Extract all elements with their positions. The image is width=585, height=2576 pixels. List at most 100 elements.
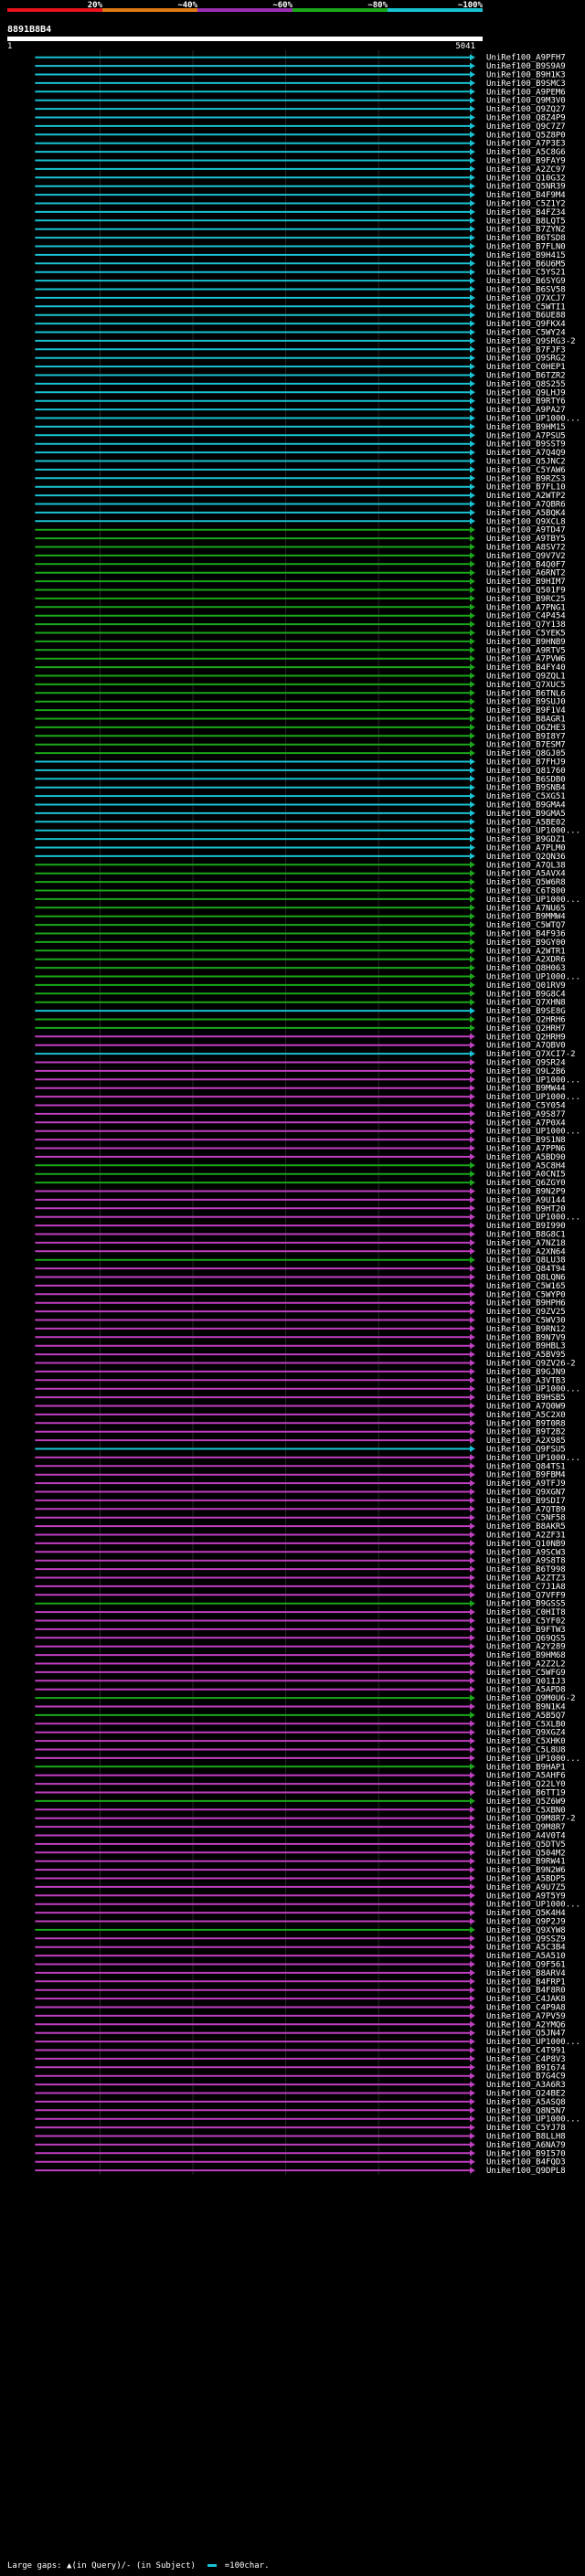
hit-label[interactable]: UniRef100_B7ZYN2 — [486, 226, 566, 235]
hit-label[interactable]: UniRef100_C5WV30 — [486, 1317, 566, 1326]
hit-label[interactable]: UniRef100_Q5Z8P0 — [486, 131, 566, 140]
hit-label[interactable]: UniRef100_A5BV95 — [486, 1351, 566, 1360]
hit-label[interactable]: UniRef100_B9GJN9 — [486, 1368, 566, 1377]
hit-label[interactable]: UniRef100_B9SE8G — [486, 1007, 566, 1016]
hit-label[interactable]: UniRef100_A5AVX4 — [486, 870, 566, 879]
hit-label[interactable]: UniRef100_Q9C7Z7 — [486, 122, 566, 132]
hit-label[interactable]: UniRef100_Q7XUC5 — [486, 681, 566, 690]
hit-label[interactable]: UniRef100_Q10NB9 — [486, 1540, 566, 1549]
hit-label[interactable]: UniRef100_A7QBR6 — [486, 501, 566, 510]
hit-label[interactable]: UniRef100_Q01RV9 — [486, 981, 566, 991]
hit-label[interactable]: UniRef100_A9TFJ9 — [486, 1479, 566, 1489]
hit-label[interactable]: UniRef100_B9SNB4 — [486, 784, 566, 793]
hit-label[interactable]: UniRef100_B9HT20 — [486, 1204, 566, 1214]
hit-label[interactable]: UniRef100_A6NA79 — [486, 2141, 566, 2150]
hit-label[interactable]: UniRef100_A9TD47 — [486, 526, 566, 535]
hit-label[interactable]: UniRef100_A7P3E3 — [486, 140, 566, 149]
hit-label[interactable]: UniRef100_A7PSU5 — [486, 431, 566, 440]
hit-label[interactable]: UniRef100_B6SYG9 — [486, 277, 566, 286]
hit-label[interactable]: UniRef100_Q9SSZ9 — [486, 1935, 566, 1944]
hit-label[interactable]: UniRef100_UP1000... — [486, 827, 580, 836]
hit-label[interactable]: UniRef100_A2WTP2 — [486, 492, 566, 501]
hit-label[interactable]: UniRef100_Q9M8R7 — [486, 1823, 566, 1832]
hit-label[interactable]: UniRef100_C4P9A8 — [486, 2004, 566, 2013]
hit-label[interactable]: UniRef100_Q01IJ3 — [486, 1677, 566, 1686]
hit-label[interactable]: UniRef100_UP1000... — [486, 1128, 580, 1137]
hit-label[interactable]: UniRef100_A7QL38 — [486, 861, 566, 870]
hit-label[interactable]: UniRef100_Q9V7V2 — [486, 552, 566, 561]
hit-label[interactable]: UniRef100_B4FZ34 — [486, 208, 566, 217]
hit-label[interactable]: UniRef100_B9I990 — [486, 1222, 566, 1231]
hit-label[interactable]: UniRef100_Q9SR24 — [486, 1059, 566, 1068]
hit-label[interactable]: UniRef100_C4T991 — [486, 2047, 566, 2056]
hit-label[interactable]: UniRef100_C5XLB0 — [486, 1720, 566, 1729]
hit-label[interactable]: UniRef100_A5BDP5 — [486, 1875, 566, 1884]
hit-label[interactable]: UniRef100_UP1000... — [486, 2038, 580, 2047]
hit-label[interactable]: UniRef100_B4F9M4 — [486, 191, 566, 200]
hit-label[interactable]: UniRef100_C5WTI1 — [486, 302, 566, 312]
hit-label[interactable]: UniRef100_B6SV58 — [486, 286, 566, 295]
hit-label[interactable]: UniRef100_A2XDR6 — [486, 956, 566, 965]
hit-label[interactable]: UniRef100_B6TNL6 — [486, 689, 566, 698]
hit-label[interactable]: UniRef100_B8LLH8 — [486, 2133, 566, 2142]
hit-label[interactable]: UniRef100_Q84TS1 — [486, 1462, 566, 1471]
hit-label[interactable]: UniRef100_B9GY00 — [486, 938, 566, 948]
hit-label[interactable]: UniRef100_C4P454 — [486, 612, 566, 621]
hit-label[interactable]: UniRef100_B4FQD3 — [486, 2158, 566, 2168]
hit-label[interactable]: UniRef100_B9FBM4 — [486, 1471, 566, 1480]
hit-label[interactable]: UniRef100_UP1000... — [486, 1214, 580, 1223]
hit-label[interactable]: UniRef100_B6TSD8 — [486, 234, 566, 243]
hit-label[interactable]: UniRef100_B9HNB9 — [486, 638, 566, 647]
hit-label[interactable]: UniRef100_A9S8T8 — [486, 1557, 566, 1566]
hit-label[interactable]: UniRef100_C5W165 — [486, 1282, 566, 1291]
hit-label[interactable]: UniRef100_Q9XYW8 — [486, 1926, 566, 1935]
hit-label[interactable]: UniRef100_A5BD90 — [486, 1153, 566, 1162]
hit-label[interactable]: UniRef100_A3VTB3 — [486, 1376, 566, 1385]
hit-label[interactable]: UniRef100_B9MW44 — [486, 1085, 566, 1094]
hit-label[interactable]: UniRef100_Q7XCI7-2 — [486, 1050, 576, 1059]
hit-label[interactable]: UniRef100_B9SST9 — [486, 440, 566, 450]
hit-label[interactable]: UniRef100_A9PEM6 — [486, 88, 566, 97]
hit-label[interactable]: UniRef100_A9TBY5 — [486, 535, 566, 544]
hit-label[interactable]: UniRef100_A7QBV0 — [486, 1042, 566, 1051]
hit-label[interactable]: UniRef100_Q7XHN8 — [486, 999, 566, 1008]
hit-label[interactable]: UniRef100_UP1000... — [486, 1076, 580, 1085]
hit-label[interactable]: UniRef100_Q9FKX4 — [486, 320, 566, 329]
hit-label[interactable]: UniRef100_C5XHK0 — [486, 1737, 566, 1746]
hit-label[interactable]: UniRef100_B9I570 — [486, 2149, 566, 2158]
hit-label[interactable]: UniRef100_UP1000... — [486, 1754, 580, 1764]
hit-label[interactable]: UniRef100_B9FTW3 — [486, 1626, 566, 1635]
hit-label[interactable]: UniRef100_UP1000... — [486, 1901, 580, 1910]
hit-label[interactable]: UniRef100_B7FL10 — [486, 483, 566, 493]
hit-label[interactable]: UniRef100_B6UE88 — [486, 312, 566, 321]
hit-label[interactable]: UniRef100_A5BQK4 — [486, 509, 566, 518]
hit-label[interactable]: UniRef100_B9MMW4 — [486, 913, 566, 922]
hit-label[interactable]: UniRef100_Q2HRH7 — [486, 1024, 566, 1034]
hit-label[interactable]: UniRef100_A2X985 — [486, 1436, 566, 1446]
hit-label[interactable]: UniRef100_Q8S255 — [486, 380, 566, 389]
hit-label[interactable]: UniRef100_A5C8H4 — [486, 1161, 566, 1171]
hit-label[interactable]: UniRef100_Q9LHJ9 — [486, 388, 566, 398]
hit-label[interactable]: UniRef100_Q9FSU5 — [486, 1446, 566, 1455]
hit-label[interactable]: UniRef100_A5C2X0 — [486, 1411, 566, 1420]
hit-label[interactable]: UniRef100_A5AHF6 — [486, 1772, 566, 1781]
hit-label[interactable]: UniRef100_B7FHJ9 — [486, 758, 566, 768]
hit-label[interactable]: UniRef100_C0HIT8 — [486, 1608, 566, 1617]
hit-label[interactable]: UniRef100_C5Y054 — [486, 1102, 566, 1111]
hit-label[interactable]: UniRef100_A2Z2L2 — [486, 1660, 566, 1670]
hit-label[interactable]: UniRef100_Q8Z4P9 — [486, 114, 566, 123]
hit-label[interactable]: UniRef100_B9RW41 — [486, 1858, 566, 1867]
hit-label[interactable]: UniRef100_A7PVW6 — [486, 655, 566, 664]
hit-label[interactable]: UniRef100_A5A510 — [486, 1952, 566, 1961]
hit-label[interactable]: UniRef100_B9RTY6 — [486, 398, 566, 407]
hit-label[interactable]: UniRef100_UP1000... — [486, 2115, 580, 2125]
hit-label[interactable]: UniRef100_Q9DPL8 — [486, 2167, 566, 2176]
hit-label[interactable]: UniRef100_Q504M2 — [486, 1849, 566, 1858]
hit-label[interactable]: UniRef100_B9H1K3 — [486, 71, 566, 80]
hit-label[interactable]: UniRef100_Q5JNC2 — [486, 458, 566, 467]
hit-label[interactable]: UniRef100_B9SUJ0 — [486, 698, 566, 707]
hit-label[interactable]: UniRef100_Q8GJ05 — [486, 749, 566, 758]
hit-label[interactable]: UniRef100_Q81760 — [486, 767, 566, 776]
hit-label[interactable]: UniRef100_B6T998 — [486, 1565, 566, 1574]
hit-label[interactable]: UniRef100_B8LQT5 — [486, 217, 566, 226]
